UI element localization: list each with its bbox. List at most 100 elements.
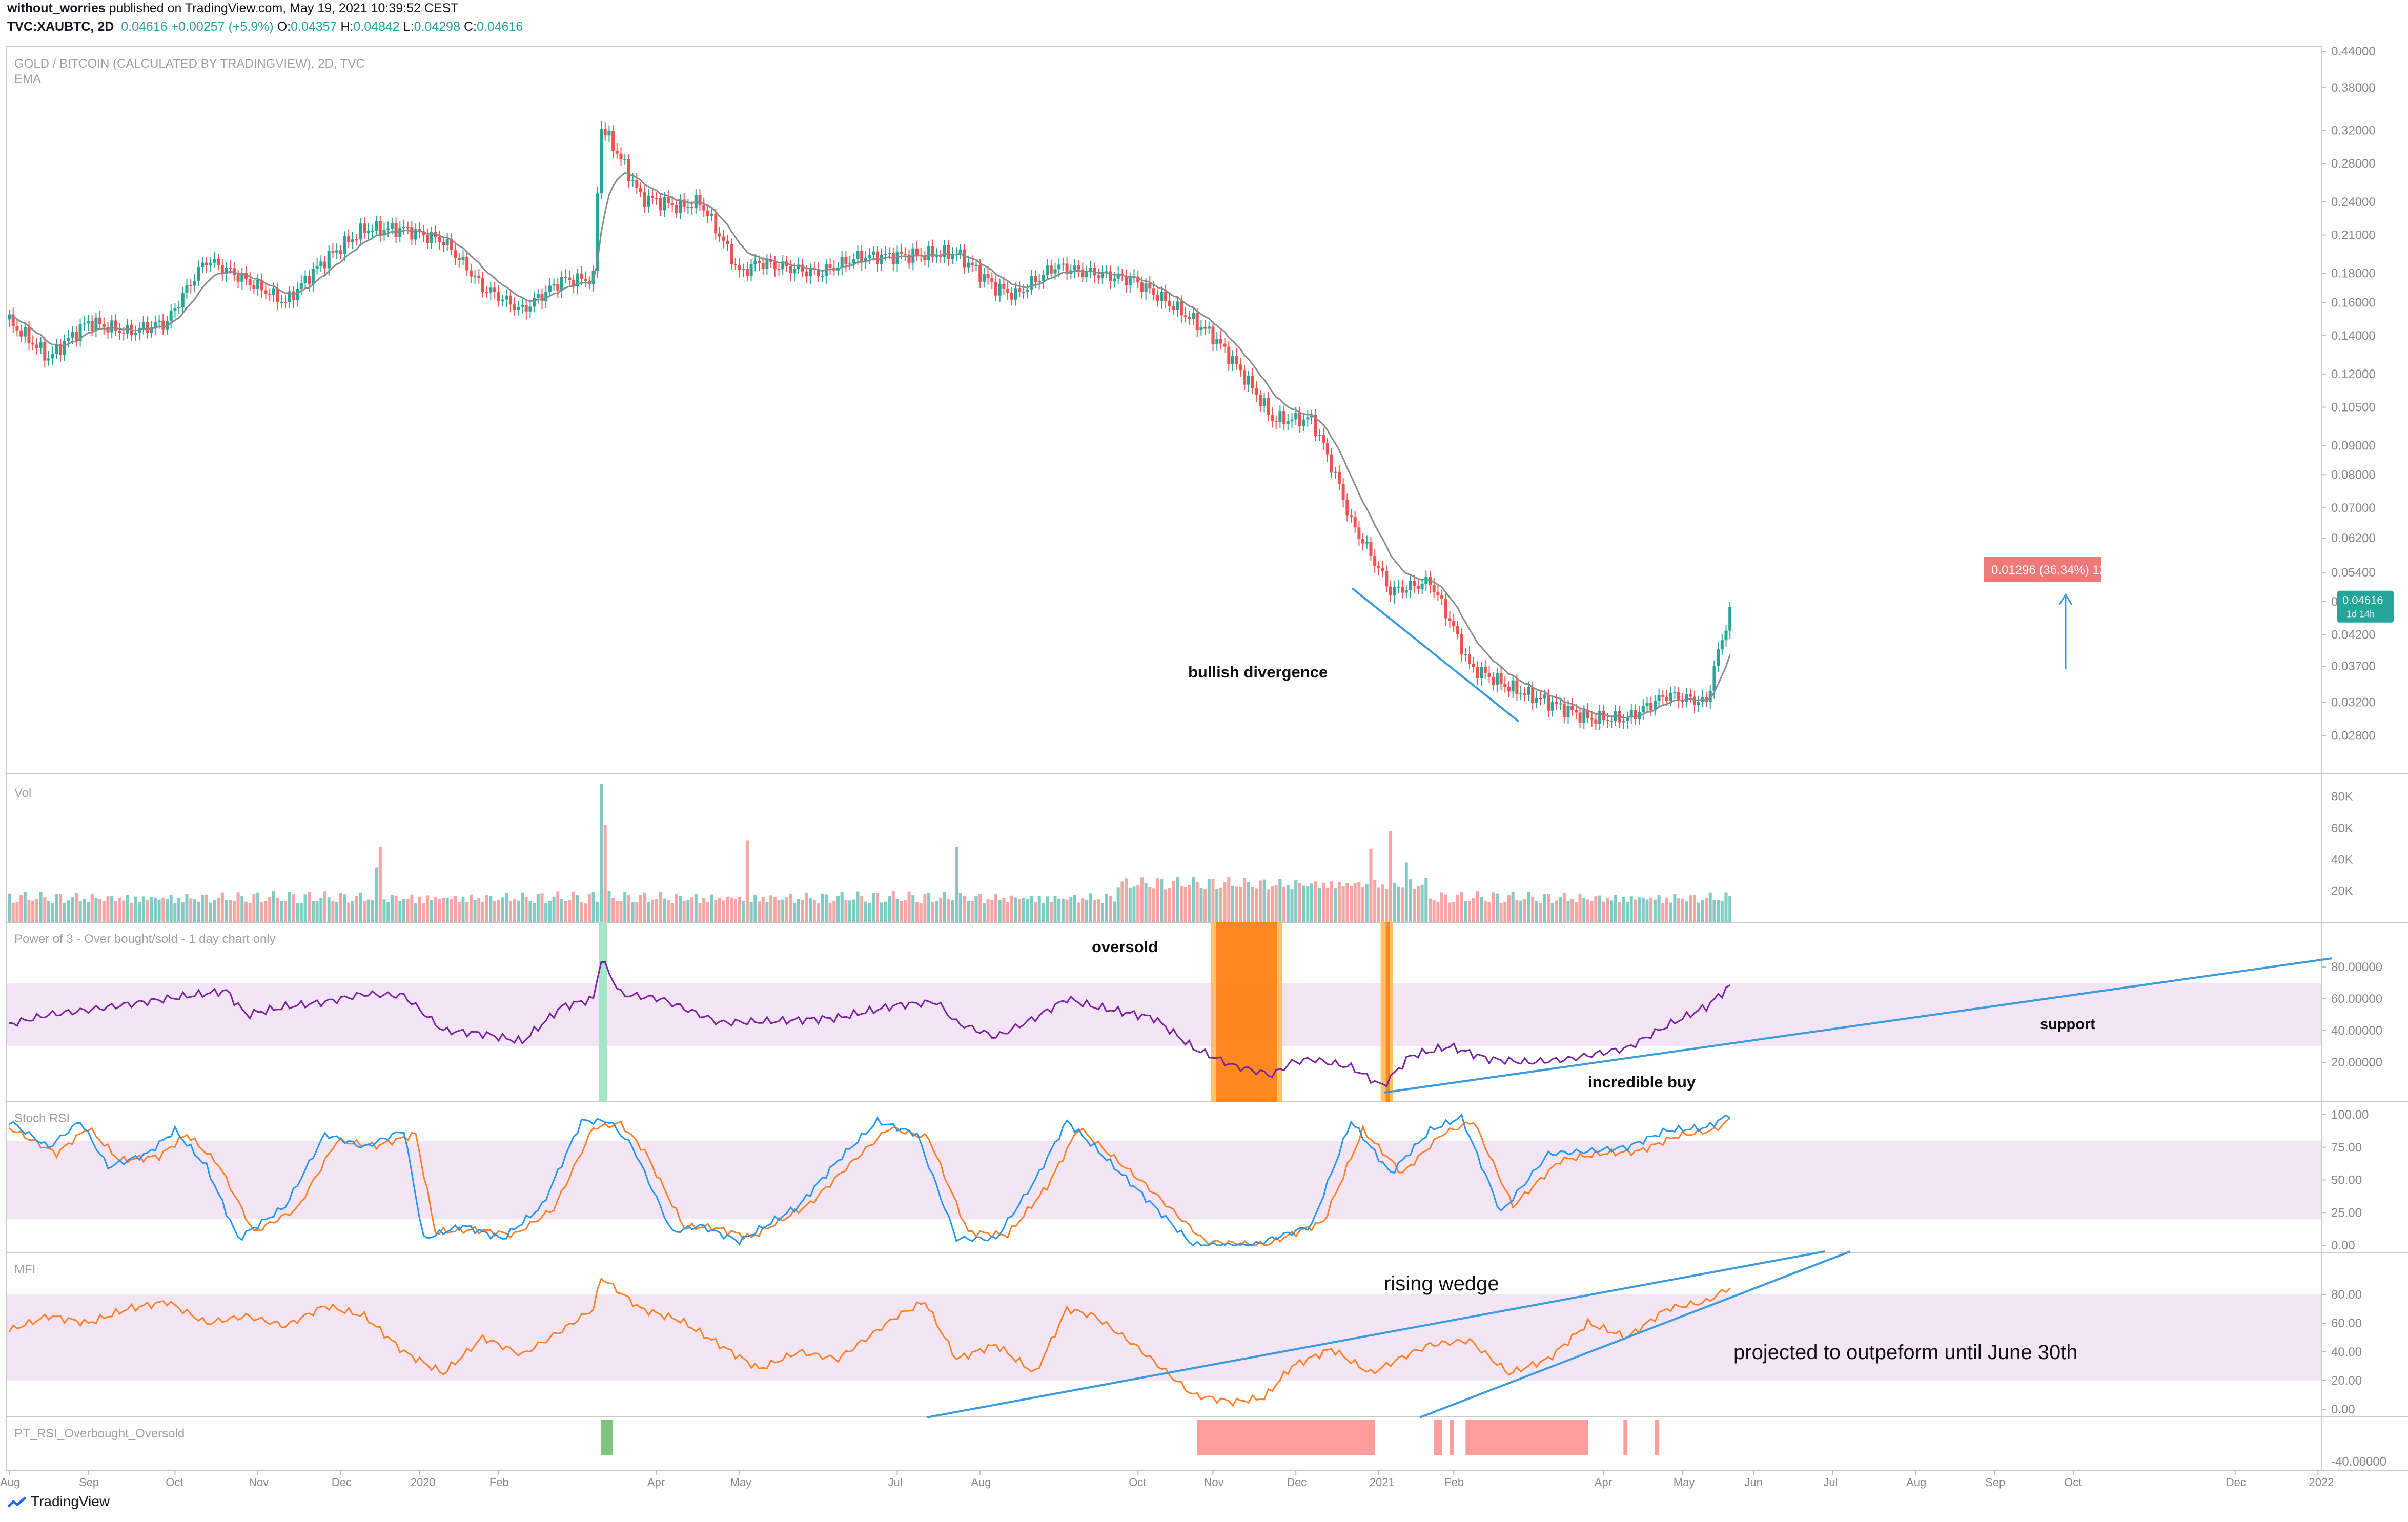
candle-body[interactable] <box>828 264 832 268</box>
candle-body[interactable] <box>1341 484 1345 500</box>
candle-body[interactable] <box>406 227 410 228</box>
candle-body[interactable] <box>556 284 560 291</box>
candle-body[interactable] <box>1247 375 1250 385</box>
candle-body[interactable] <box>789 266 792 274</box>
candle-body[interactable] <box>1685 694 1688 702</box>
candle-body[interactable] <box>1610 721 1614 722</box>
candle-body[interactable] <box>1282 411 1286 424</box>
candle-body[interactable] <box>856 251 860 259</box>
candle-body[interactable] <box>1432 585 1436 592</box>
candle-body[interactable] <box>1274 421 1278 422</box>
candle-body[interactable] <box>1199 327 1203 330</box>
candle-body[interactable] <box>1168 301 1171 306</box>
candle-body[interactable] <box>450 238 453 250</box>
candle-body[interactable] <box>390 223 394 229</box>
candle-body[interactable] <box>236 275 240 282</box>
candle-body[interactable] <box>1258 395 1262 406</box>
candle-body[interactable] <box>611 131 615 151</box>
candle-body[interactable] <box>675 205 678 213</box>
candle-body[interactable] <box>359 223 362 240</box>
candle-body[interactable] <box>276 288 279 303</box>
candle-body[interactable] <box>1661 695 1665 697</box>
candle-body[interactable] <box>78 324 82 341</box>
candle-body[interactable] <box>1278 411 1282 422</box>
candle-body[interactable] <box>765 259 769 269</box>
candle-body[interactable] <box>1089 268 1092 271</box>
candle-body[interactable] <box>1385 571 1389 587</box>
candle-body[interactable] <box>655 198 658 199</box>
candle-body[interactable] <box>627 159 630 181</box>
candle-body[interactable] <box>1077 265 1080 270</box>
candle-body[interactable] <box>1586 710 1589 718</box>
candle-body[interactable] <box>758 261 761 263</box>
candle-body[interactable] <box>773 262 777 269</box>
candle-body[interactable] <box>335 250 339 253</box>
candle-body[interactable] <box>1420 584 1424 589</box>
candle-body[interactable] <box>809 269 812 277</box>
candle-body[interactable] <box>1499 673 1503 684</box>
candle-body[interactable] <box>1503 684 1507 687</box>
candle-body[interactable] <box>1728 607 1732 631</box>
candle-body[interactable] <box>619 153 623 160</box>
candle-body[interactable] <box>315 265 319 269</box>
candle-body[interactable] <box>651 195 655 198</box>
candle-body[interactable] <box>1440 595 1444 599</box>
candle-body[interactable] <box>1717 649 1720 667</box>
candle-body[interactable] <box>876 251 879 264</box>
candle-body[interactable] <box>347 236 351 242</box>
candle-body[interactable] <box>461 257 465 260</box>
candle-body[interactable] <box>493 287 497 292</box>
candle-body[interactable] <box>371 231 374 232</box>
candle-body[interactable] <box>1006 289 1010 293</box>
candle-body[interactable] <box>1436 592 1440 595</box>
candle-body[interactable] <box>55 344 58 354</box>
candle-body[interactable] <box>647 195 650 207</box>
candle-body[interactable] <box>951 255 954 259</box>
candle-body[interactable] <box>1677 692 1681 700</box>
candle-body[interactable] <box>1195 313 1199 330</box>
candle-body[interactable] <box>1183 315 1187 317</box>
candle-body[interactable] <box>1559 703 1562 705</box>
candle-body[interactable] <box>1160 292 1164 301</box>
candle-body[interactable] <box>1555 702 1558 704</box>
candle-body[interactable] <box>1543 694 1546 699</box>
candle-body[interactable] <box>292 291 295 301</box>
candle-body[interactable] <box>1073 265 1076 271</box>
candle-body[interactable] <box>442 242 445 245</box>
candle-body[interactable] <box>1452 621 1456 627</box>
candle-body[interactable] <box>1053 269 1057 274</box>
candle-body[interactable] <box>1523 693 1526 695</box>
candle-body[interactable] <box>963 249 966 268</box>
candle-body[interactable] <box>1330 454 1333 473</box>
candle-body[interactable] <box>8 314 11 320</box>
candle-body[interactable] <box>445 238 449 245</box>
candle-body[interactable] <box>485 292 488 293</box>
candle-body[interactable] <box>1401 586 1404 593</box>
candle-body[interactable] <box>1113 278 1116 281</box>
candle-body[interactable] <box>742 269 745 271</box>
candle-body[interactable] <box>1582 710 1586 723</box>
candle-body[interactable] <box>1578 712 1582 723</box>
candle-body[interactable] <box>31 343 35 345</box>
candle-body[interactable] <box>1345 500 1349 516</box>
candle-body[interactable] <box>1152 288 1155 295</box>
candle-body[interactable] <box>185 284 189 293</box>
candle-body[interactable] <box>114 320 117 331</box>
candle-body[interactable] <box>308 275 311 285</box>
candle-body[interactable] <box>410 227 414 240</box>
candle-body[interactable] <box>386 228 390 230</box>
candle-body[interactable] <box>1487 673 1491 677</box>
candle-body[interactable] <box>122 333 126 334</box>
candle-body[interactable] <box>1318 435 1321 436</box>
candle-body[interactable] <box>193 280 196 286</box>
candle-body[interactable] <box>1574 710 1578 713</box>
candle-body[interactable] <box>422 231 425 235</box>
candle-body[interactable] <box>489 287 493 293</box>
candle-body[interactable] <box>331 251 335 253</box>
candle-body[interactable] <box>1365 542 1369 544</box>
candle-body[interactable] <box>1192 313 1195 319</box>
candle-body[interactable] <box>438 237 441 242</box>
candle-body[interactable] <box>1286 421 1290 424</box>
candle-body[interactable] <box>1049 265 1053 274</box>
